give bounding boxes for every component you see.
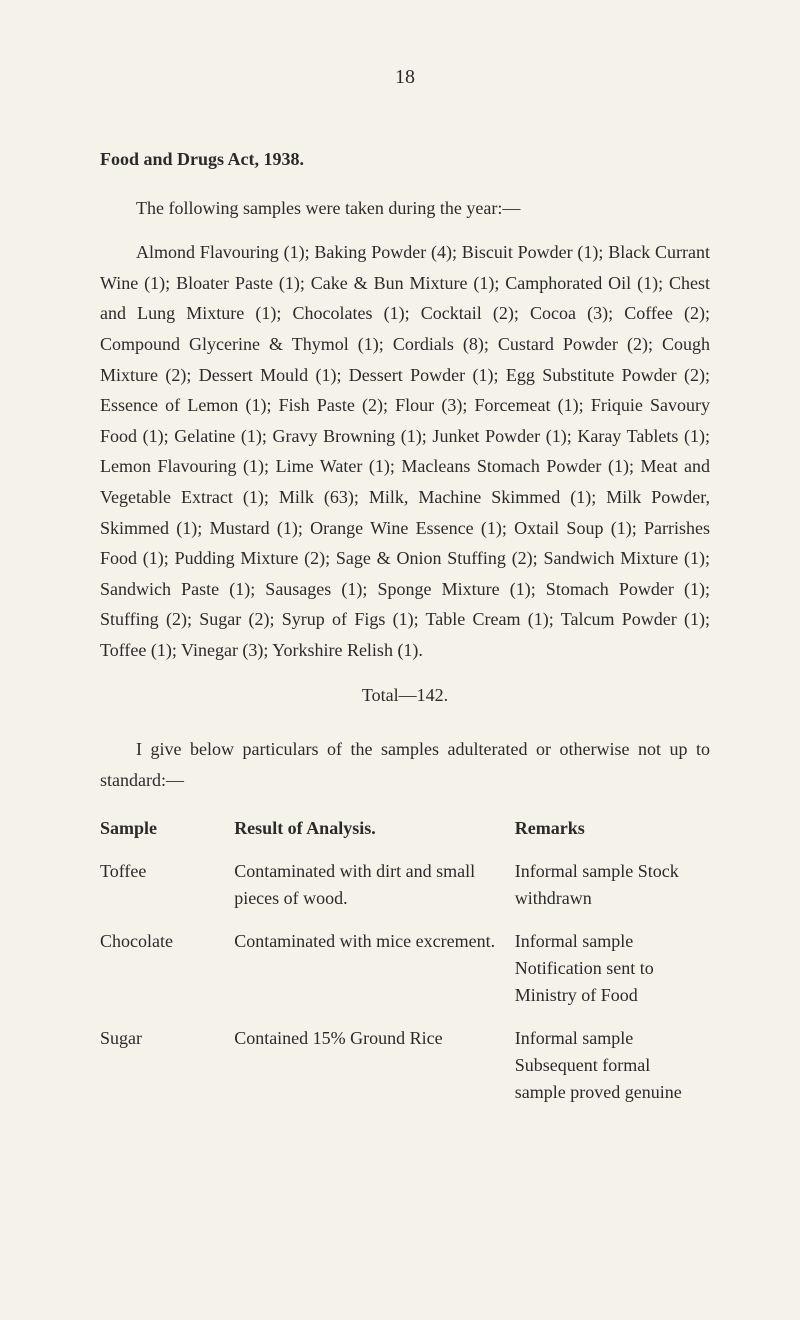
page-number: 18 xyxy=(100,60,710,94)
cell-result: Contained 15% Ground Rice xyxy=(234,1019,515,1116)
section-title: Food and Drugs Act, 1938. xyxy=(100,144,710,175)
cell-result: Contaminated with mice excrement. xyxy=(234,922,515,1019)
table-row: Toffee Contaminated with dirt and small … xyxy=(100,852,710,922)
cell-sample: Chocolate xyxy=(100,922,234,1019)
cell-remarks: Informal sample Stock withdrawn xyxy=(515,852,710,922)
sub-paragraph: I give below particulars of the samples … xyxy=(100,734,710,795)
table-row: Sugar Contained 15% Ground Rice Informal… xyxy=(100,1019,710,1116)
samples-list-paragraph: Almond Flavouring (1); Baking Powder (4)… xyxy=(100,237,710,665)
cell-sample: Toffee xyxy=(100,852,234,922)
cell-result: Contaminated with dirt and small pieces … xyxy=(234,852,515,922)
cell-remarks: Informal sample Notification sent to Min… xyxy=(515,922,710,1019)
document-page: 18 Food and Drugs Act, 1938. The followi… xyxy=(0,0,800,1176)
header-remarks: Remarks xyxy=(515,809,710,852)
header-sample: Sample xyxy=(100,809,234,852)
header-result: Result of Analysis. xyxy=(234,809,515,852)
samples-table: Sample Result of Analysis. Remarks Toffe… xyxy=(100,809,710,1116)
table-header-row: Sample Result of Analysis. Remarks xyxy=(100,809,710,852)
table-row: Chocolate Contaminated with mice excreme… xyxy=(100,922,710,1019)
cell-remarks: Informal sample Subsequent formal sample… xyxy=(515,1019,710,1116)
intro-paragraph: The following samples were taken during … xyxy=(100,193,710,224)
cell-sample: Sugar xyxy=(100,1019,234,1116)
total-line: Total—142. xyxy=(100,680,710,711)
